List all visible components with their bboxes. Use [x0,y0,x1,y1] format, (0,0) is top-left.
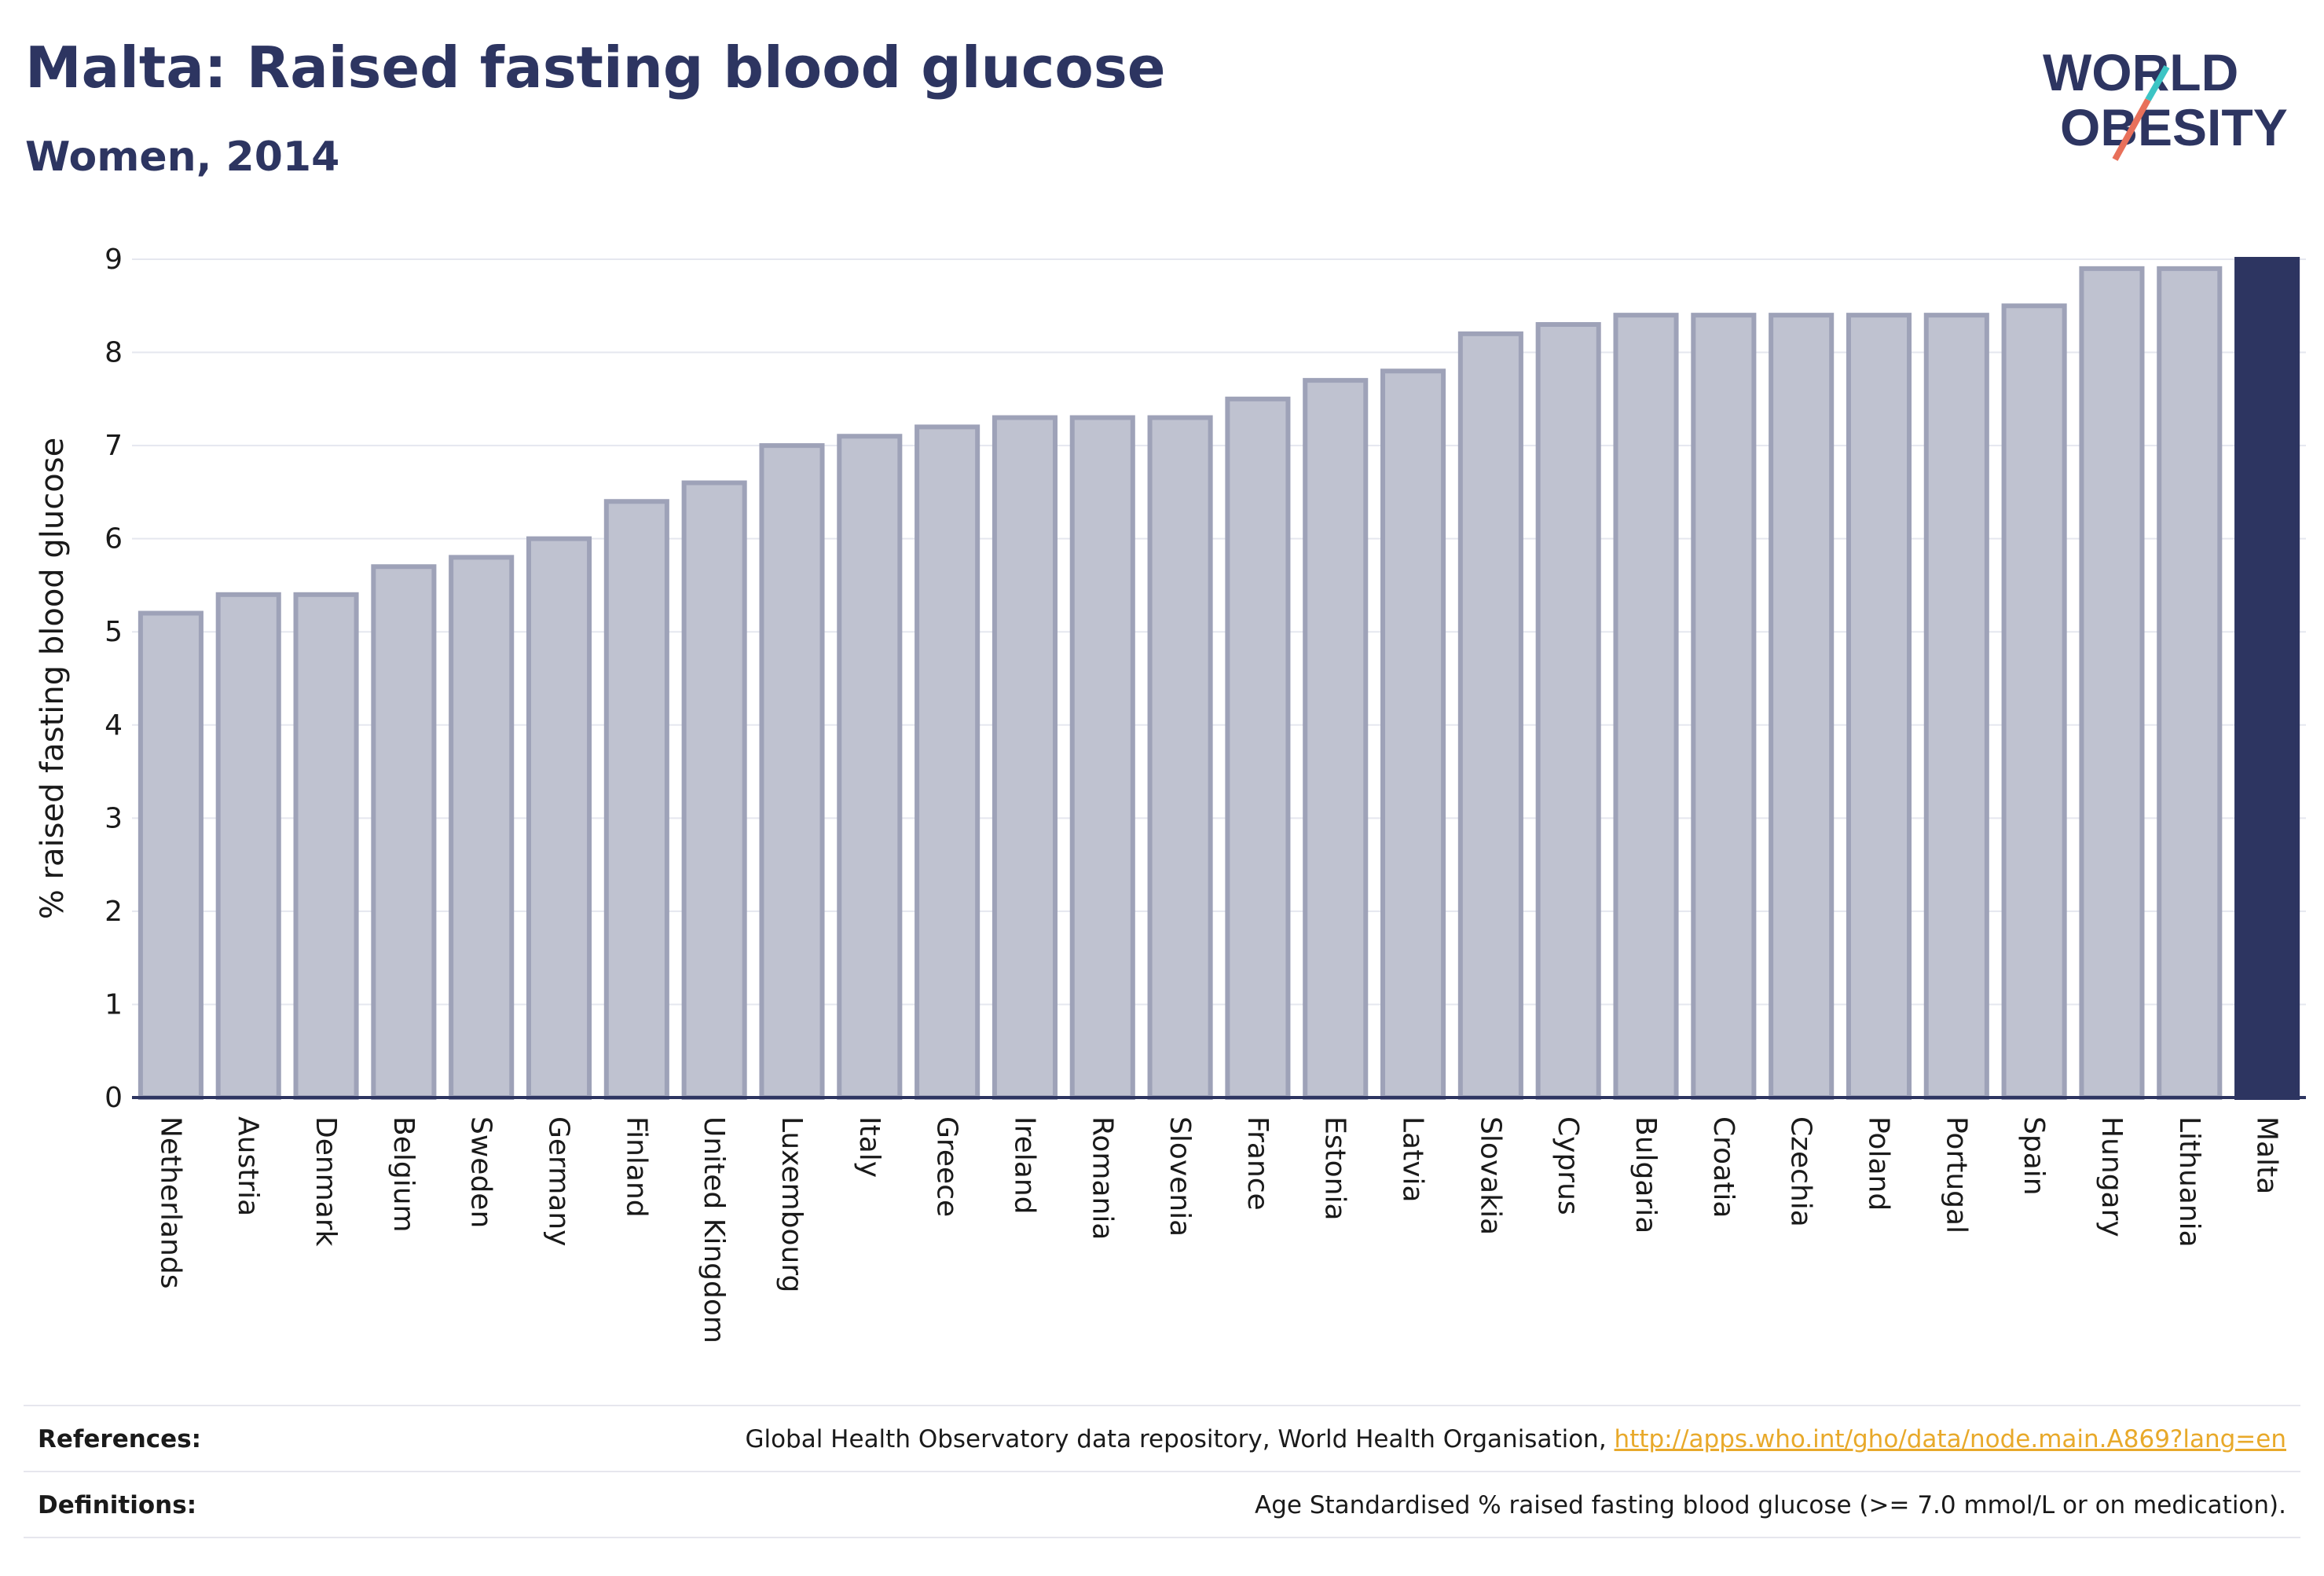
bar-romania [1069,415,1135,1100]
bar-france [1225,396,1291,1101]
definitions-label: Definitions: [38,1491,197,1519]
x-tick-label: Romania [1086,1116,1118,1240]
definitions-text: Age Standardised % raised fasting blood … [1255,1491,2286,1519]
y-tick-label: 1 [104,988,123,1021]
bar-estonia [1303,378,1369,1101]
bar-netherlands [137,610,203,1100]
x-tick-label: Latvia [1397,1116,1429,1203]
footer-mid-rule [24,1471,2300,1472]
y-tick-label: 8 [104,337,123,369]
logo-slash-teal [2145,65,2170,101]
x-tick-label: Czechia [1785,1116,1817,1227]
x-tick-label: Luxembourg [775,1116,808,1292]
bar-austria [215,592,281,1100]
x-tick-label: Poland [1862,1116,1894,1211]
y-tick-label: 3 [104,802,123,834]
y-tick-label: 2 [104,896,123,928]
bar-italy [837,434,903,1100]
x-tick-label: Austria [232,1116,264,1216]
bar-slovenia [1147,415,1213,1100]
bar-malta [2234,257,2300,1100]
references-label: References: [38,1425,202,1453]
bar-united-kingdom [681,480,747,1100]
bar-spain [2001,303,2067,1100]
bar-sweden [449,555,515,1100]
x-tick-label: Malta [2251,1116,2283,1194]
bar-croatia [1691,313,1757,1100]
y-axis-title: % raised fasting blood glucose [35,438,71,919]
definitions-row: Definitions: Age Standardised % raised f… [24,1474,2300,1537]
x-tick-label: Germany [543,1116,575,1246]
x-tick-label: Bulgaria [1629,1116,1662,1233]
x-tick-label: Greece [931,1116,963,1217]
bar-czechia [1769,313,1835,1100]
footer-bottom-rule [24,1537,2300,1538]
bar-chart: 0 1 2 3 4 5 6 7 8 9 % raised fasting blood glucose… [35,244,2306,1343]
y-tick-label: 0 [104,1082,123,1114]
x-tick-label: Hungary [2095,1116,2128,1237]
x-tick-label: Spain [2018,1116,2050,1196]
bar-finland [603,499,669,1100]
y-tick-label: 5 [104,616,123,648]
x-tick-label: Portugal [1940,1116,1972,1233]
bar-poland [1846,313,1912,1100]
chart-title: Malta: Raised fasting blood glucose [25,35,1166,101]
y-tick-label: 6 [104,523,123,555]
bar-luxembourg [759,443,825,1100]
bar-bulgaria [1613,313,1679,1100]
x-tick-label: France [1241,1116,1274,1211]
x-tick-label: Sweden [465,1116,497,1228]
bar-greece [915,424,981,1100]
chart-subtitle: Women, 2014 [25,134,340,181]
x-tick-label: Ireland [1008,1116,1040,1215]
x-tick-label: Croatia [1707,1116,1739,1218]
bar-lithuania [2157,266,2223,1100]
x-tick-label: United Kingdom [698,1116,730,1343]
y-tick-label: 9 [104,244,123,276]
x-tick-label: Netherlands [154,1116,186,1288]
bar-denmark [293,592,359,1100]
bar-ireland [992,415,1058,1100]
bar-cyprus [1535,321,1601,1100]
bar-slovakia [1457,331,1523,1101]
bar-germany [526,536,592,1100]
bar-hungary [2079,266,2145,1100]
x-tick-label: Belgium [387,1116,420,1233]
y-tick-label: 4 [104,709,123,742]
footer-top-rule [24,1405,2300,1406]
references-row: References: Global Health Observatory da… [24,1408,2300,1471]
x-tick-label: Finland [620,1116,652,1218]
x-tick-label: Cyprus [1552,1116,1584,1215]
bar-latvia [1380,368,1446,1100]
bar-portugal [1923,313,1989,1100]
x-tick-label: Lithuania [2173,1116,2205,1248]
x-tick-label: Italy [853,1116,885,1178]
references-value: Global Health Observatory data repositor… [745,1425,2300,1453]
logo-line-1: WORLD [2043,43,2238,101]
x-tick-label: Slovakia [1474,1116,1506,1235]
x-tick-label: Denmark [310,1116,342,1247]
logo-slash-coral [2112,98,2151,161]
bar-belgium [371,564,437,1100]
references-link[interactable]: http://apps.who.int/gho/data/node.main.A… [1614,1425,2286,1453]
y-tick-label: 7 [104,430,123,462]
x-tick-label: Estonia [1319,1116,1351,1221]
x-tick-label: Slovenia [1164,1116,1196,1237]
logo-line-2: OBESITY [2060,98,2288,156]
references-text: Global Health Observatory data repositor… [745,1425,1615,1453]
world-obesity-logo: WORLD OBESITY [2043,43,2288,161]
